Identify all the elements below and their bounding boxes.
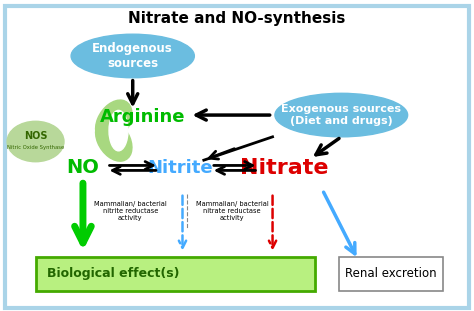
Ellipse shape: [109, 110, 128, 151]
Text: Nitrate and NO-synthesis: Nitrate and NO-synthesis: [128, 11, 346, 26]
FancyBboxPatch shape: [339, 257, 443, 291]
Text: Renal excretion: Renal excretion: [345, 267, 437, 280]
Text: Arginine: Arginine: [100, 108, 185, 126]
Text: Exogenous sources
(Diet and drugs): Exogenous sources (Diet and drugs): [281, 104, 401, 126]
Text: Nitrate: Nitrate: [240, 158, 328, 178]
Ellipse shape: [96, 119, 132, 161]
Ellipse shape: [275, 93, 408, 137]
Ellipse shape: [71, 34, 194, 78]
Text: Nitrite: Nitrite: [147, 159, 213, 177]
Text: NOS: NOS: [24, 131, 47, 141]
Ellipse shape: [7, 121, 64, 162]
Text: Mammalian/ bacterial
nitrate reductase
activity: Mammalian/ bacterial nitrate reductase a…: [196, 202, 269, 221]
Ellipse shape: [96, 100, 132, 142]
Text: Endogenous
sources: Endogenous sources: [92, 42, 173, 70]
Text: NO: NO: [66, 158, 100, 178]
Text: Biological effect(s): Biological effect(s): [47, 267, 180, 280]
Text: Mammalian/ bacterial
nitrite reductase
activity: Mammalian/ bacterial nitrite reductase a…: [94, 202, 167, 221]
FancyBboxPatch shape: [36, 257, 315, 291]
Text: Nitric Oxide Synthase: Nitric Oxide Synthase: [7, 145, 64, 150]
